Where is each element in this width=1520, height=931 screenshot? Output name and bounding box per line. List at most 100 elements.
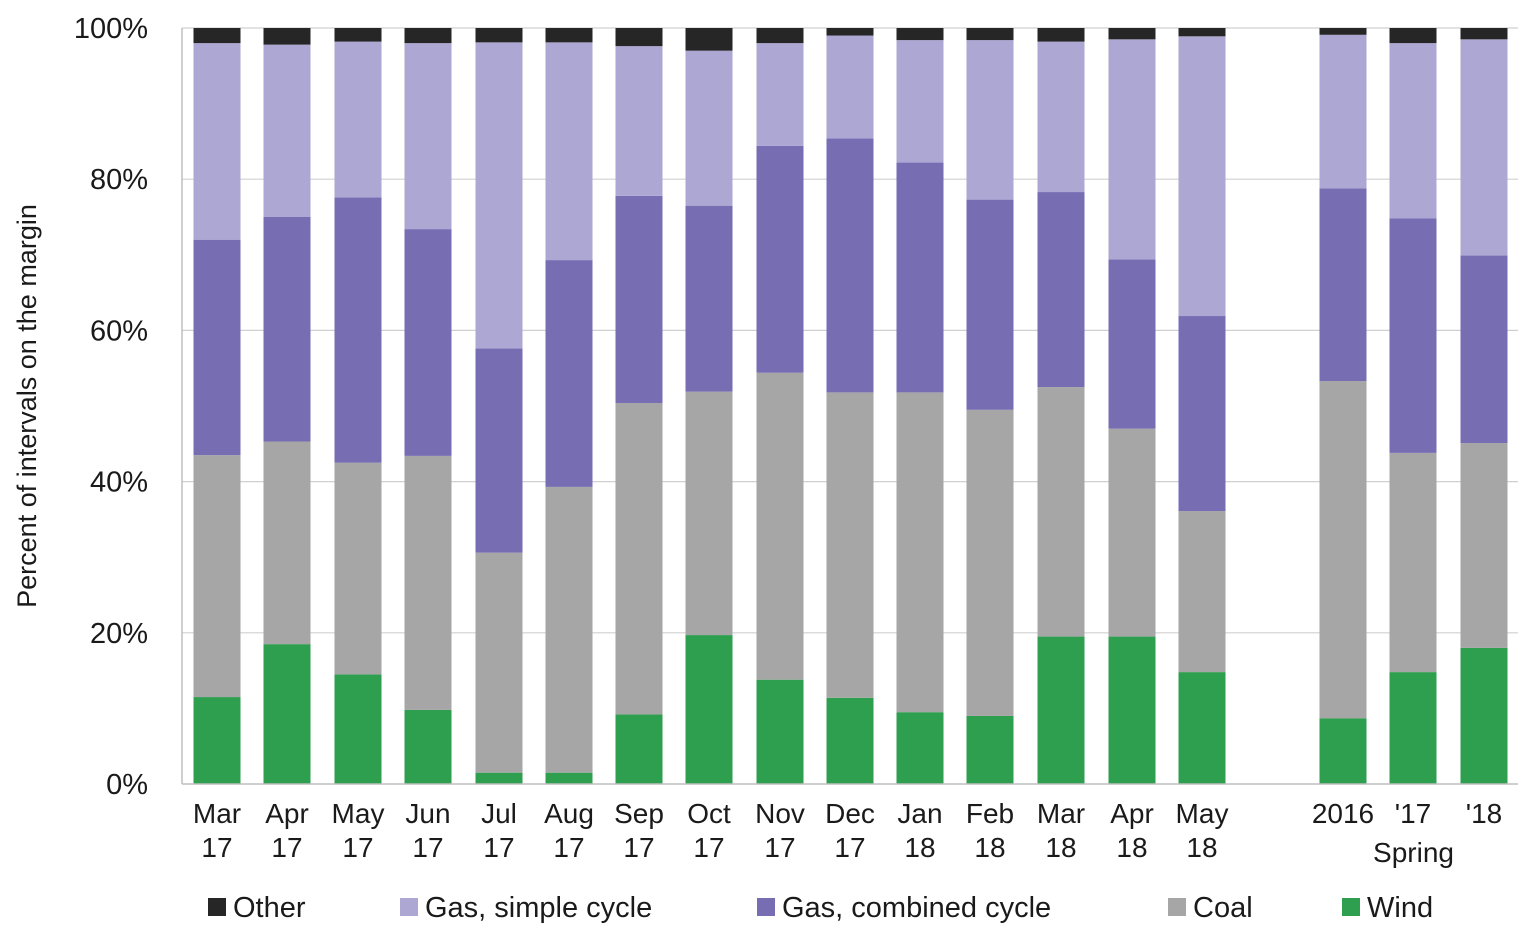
x-tick-label: Apr [1110,798,1154,829]
x-tick-label: May [1176,798,1229,829]
axes [181,28,1518,785]
bar-segment-wind [615,714,663,784]
bar-segment-gas-combined-cycle [966,199,1014,410]
legend-label: Wind [1367,892,1433,924]
bar-stack [1389,28,1437,784]
bar-segment-gas-simple-cycle [896,40,944,163]
bar-segment-other [615,28,663,47]
x-tick-label-line2: 18 [1186,832,1217,863]
bar-stack [1178,28,1226,784]
bar-segment-gas-combined-cycle [1178,316,1226,512]
x-tick-label: Apr [265,798,309,829]
legend-item-other: Other [208,892,306,924]
bar-stack [1108,28,1156,784]
legend: Other Gas, simple cycle Gas, combined cycl… [208,892,1433,924]
bar-segment-other [263,28,311,45]
legend-item-gas-combined-cycle: Gas, combined cycle [757,892,1051,924]
bar-segment-other [896,28,944,41]
bar-segment-other [1319,28,1367,35]
y-axis-title: Percent of intervals on the margin [12,204,42,608]
legend-swatch [400,898,418,916]
bar-segment-coal [263,441,311,645]
x-tick-label: Sep [614,798,664,829]
bar-stack [334,28,382,784]
bar-segment-wind [1319,718,1367,784]
bar-segment-gas-simple-cycle [1319,34,1367,189]
bar-segment-other [404,28,452,44]
bar-segment-coal [475,552,523,773]
y-tick-label: 0% [106,769,148,801]
bar-segment-coal [1108,428,1156,637]
bar-segment-wind [1178,672,1226,784]
bar-segment-other [756,28,804,44]
bar-segment-wind [1389,672,1437,784]
bar-segment-coal [826,392,874,698]
bar-segment-gas-simple-cycle [685,50,733,206]
bar-segment-gas-combined-cycle [896,162,944,393]
bar-segment-other [685,28,733,51]
bar-segment-coal [404,455,452,710]
bar-segment-gas-simple-cycle [404,43,452,230]
bar-segment-coal [545,486,593,773]
bar-segment-coal [1178,511,1226,673]
bar-segment-coal [1389,452,1437,673]
bar-segment-other [1389,28,1437,44]
x-group-label: Spring [1373,837,1454,868]
bar-stack [1319,28,1367,784]
bar-segment-wind [545,772,593,784]
bar-segment-coal [334,462,382,675]
bar-segment-other [826,28,874,36]
bar-stack [404,28,452,784]
legend-swatch [1168,898,1186,916]
bar-segment-other [193,28,241,44]
x-tick-label: Jan [897,798,942,829]
legend-swatch [1342,898,1360,916]
bar-stack [545,28,593,784]
bar-stack [1037,28,1085,784]
bar-segment-gas-combined-cycle [756,145,804,373]
bar-segment-gas-combined-cycle [193,239,241,456]
bar-segment-gas-simple-cycle [1389,43,1437,219]
bar-segment-gas-combined-cycle [545,260,593,487]
x-tick-label: Aug [544,798,594,829]
bar-segment-gas-combined-cycle [1319,188,1367,382]
x-tick-label: '18 [1466,798,1503,829]
x-tick-label-line2: 18 [1116,832,1147,863]
bar-segment-coal [1319,381,1367,719]
bar-segment-coal [685,391,733,636]
legend-swatch [757,898,775,916]
bar-segment-wind [334,674,382,784]
bar-segment-gas-combined-cycle [826,138,874,393]
bar-stacks [193,28,1508,784]
y-tick-label: 60% [90,315,148,347]
bar-segment-other [1460,28,1508,40]
bar-segment-wind [756,679,804,784]
bar-segment-gas-combined-cycle [1460,255,1508,444]
bar-segment-coal [193,455,241,698]
bar-stack [966,28,1014,784]
x-tick-label-line2: 17 [623,832,654,863]
bar-segment-wind [404,709,452,784]
bar-segment-gas-simple-cycle [756,43,804,146]
legend-label: Gas, simple cycle [425,892,652,924]
bar-stack [756,28,804,784]
bar-segment-gas-simple-cycle [334,41,382,198]
bar-segment-gas-combined-cycle [1037,192,1085,388]
bar-segment-gas-simple-cycle [263,44,311,217]
x-tick-label-line2: 17 [201,832,232,863]
x-tick-label: Dec [825,798,875,829]
bar-segment-gas-combined-cycle [1108,259,1156,429]
x-tick-label-line2: 17 [483,832,514,863]
bar-segment-coal [1460,443,1508,648]
bar-segment-gas-combined-cycle [334,197,382,463]
bar-segment-gas-simple-cycle [966,40,1014,200]
bar-segment-wind [1037,636,1085,784]
y-tick-label: 100% [74,13,148,45]
legend-item-coal: Coal [1168,892,1253,924]
bar-segment-gas-simple-cycle [1460,39,1508,256]
bar-segment-coal [896,392,944,713]
bar-stack [826,28,874,784]
bar-stack [615,28,663,784]
axis-labels: 0%20%40%60%80%100%Mar17Apr17May17Jun17Ju… [12,13,1502,868]
